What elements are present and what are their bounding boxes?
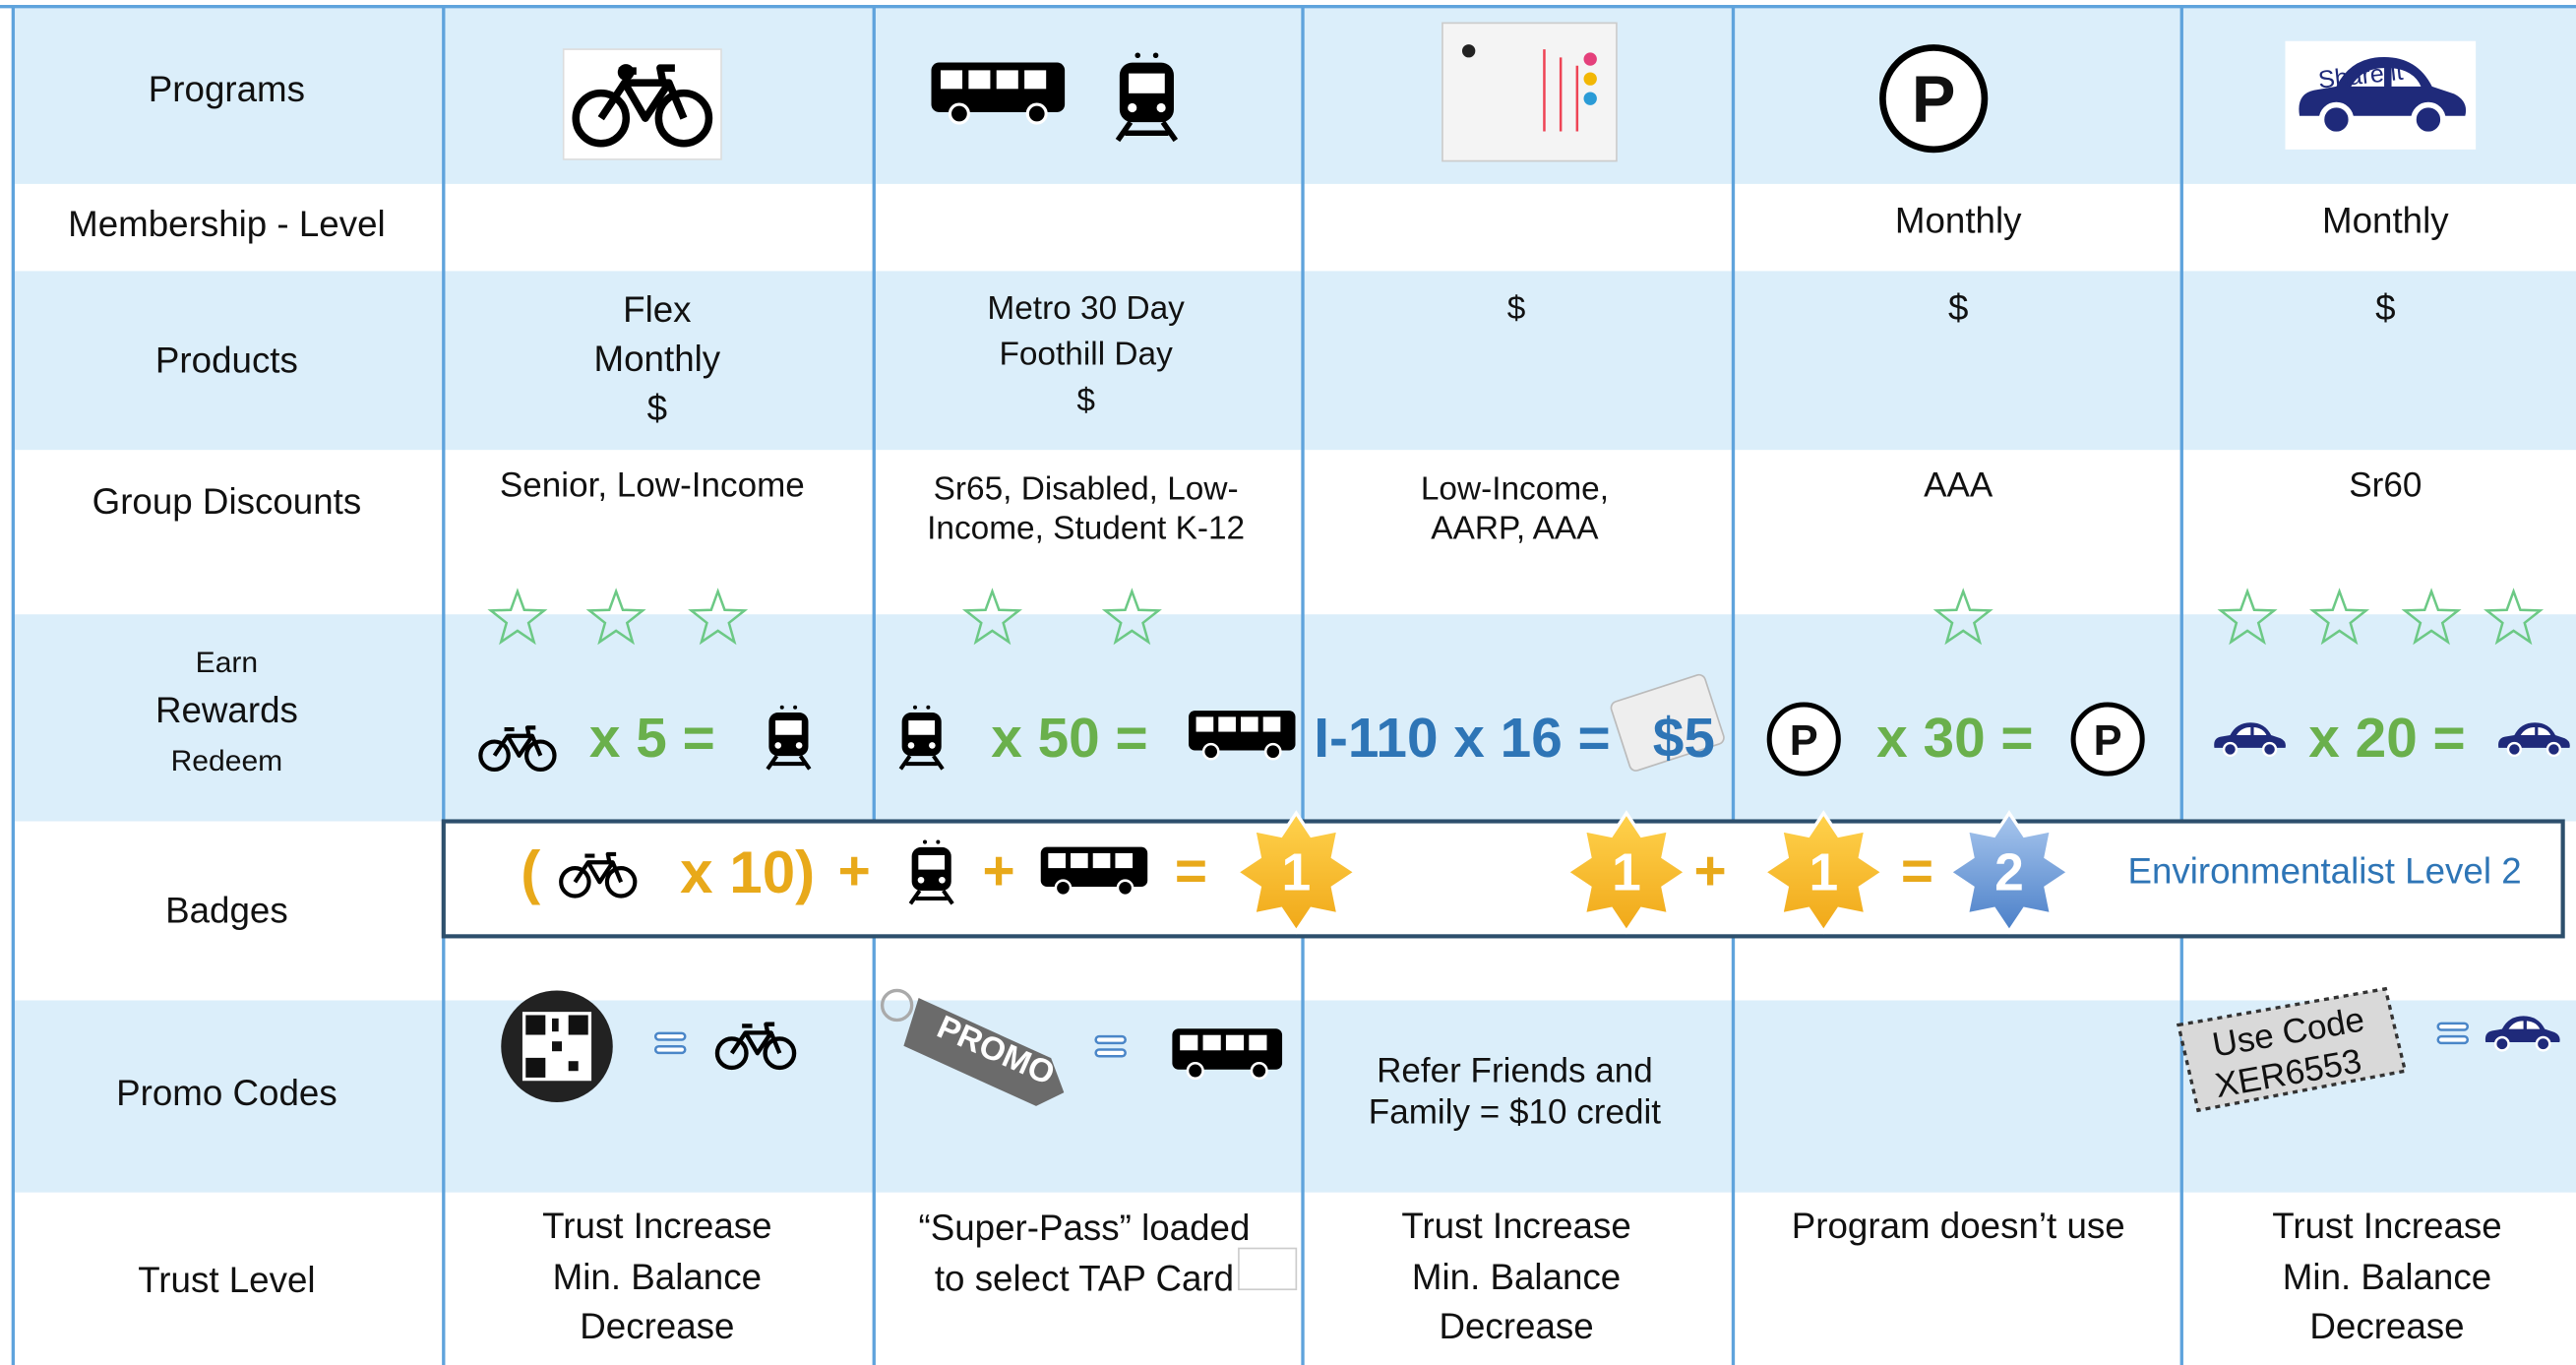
parking-symbol: P — [2093, 714, 2122, 765]
reward-star — [2401, 588, 2462, 646]
cell-text: 2 — [1994, 841, 2024, 901]
cell-text: $ — [1947, 286, 1969, 329]
row-label: Products — [154, 340, 298, 381]
cell-text: $ — [646, 387, 668, 429]
cell-text: = — [1174, 839, 1208, 903]
cell-text: Program doesn’t use — [1791, 1205, 2125, 1247]
reward-star — [1932, 588, 1993, 646]
cell-text: x 5 = — [588, 707, 715, 771]
cell-text: 1 — [1809, 841, 1839, 901]
cell-text: Decrease — [580, 1305, 735, 1347]
cell-text: 1 — [1281, 841, 1312, 901]
cell-text: + — [1693, 839, 1727, 903]
cell-text: x 10) — [680, 838, 816, 906]
cell-text: $ — [1076, 382, 1095, 419]
cell-text: Min. Balance — [2282, 1256, 2492, 1298]
row-label: Redeem — [170, 744, 283, 777]
cell-text: Flex — [623, 288, 692, 331]
reward-star — [585, 588, 646, 646]
cell-text: x 50 = — [991, 707, 1148, 771]
cell-text: Foothill Day — [999, 337, 1173, 373]
cell-text: ( — [521, 838, 541, 906]
cell-text: + — [837, 839, 871, 903]
row-label: Group Discounts — [92, 480, 362, 523]
parking-symbol: P — [1789, 714, 1818, 765]
cell-text: x 20 = — [2308, 707, 2466, 771]
cell-text: $ — [1506, 290, 1526, 328]
cell-text: + — [982, 839, 1015, 903]
cell-text: Refer Friends and Family = $10 credit — [1368, 1052, 1662, 1132]
cell-text: Environmentalist Level 2 — [2127, 850, 2522, 892]
badge-star — [1234, 810, 1359, 935]
reward-star — [961, 588, 1022, 646]
cell-text: Decrease — [2309, 1305, 2465, 1347]
row-label: Membership - Level — [68, 203, 386, 245]
badge-star — [1564, 810, 1689, 935]
reward-star — [1101, 588, 1162, 646]
cell-text: $5 — [1652, 707, 1715, 771]
cell-text: x 30 = — [1876, 707, 2034, 771]
cell-text: Monthly — [593, 338, 721, 380]
cell-text: “Super-Pass” loaded — [918, 1207, 1251, 1249]
cell-text: = — [1900, 839, 1934, 903]
cell-text: 1 — [1612, 841, 1641, 901]
cell-text: I-110 x 16 = — [1314, 707, 1611, 771]
reward-star — [2309, 588, 2370, 646]
reward-star — [688, 588, 749, 646]
row-label: Trust Level — [138, 1259, 316, 1301]
reward-star — [2217, 588, 2278, 646]
cell-text: Trust Increase — [542, 1205, 772, 1247]
cell-text: Low-Income, AARP, AAA — [1420, 471, 1609, 547]
cell-text: Min. Balance — [1411, 1256, 1622, 1298]
cell-text: Sr65, Disabled, Low-Income, Student K-12 — [927, 471, 1246, 547]
cell-text: Min. Balance — [552, 1256, 763, 1298]
cell-text: $ — [2375, 286, 2396, 329]
cell-text: Decrease — [1439, 1305, 1594, 1347]
cell-text: Monthly — [1894, 200, 2022, 242]
row-label: Promo Codes — [116, 1072, 337, 1114]
cell-text: Metro 30 Day — [987, 290, 1185, 328]
reward-star — [2484, 588, 2545, 646]
parking-symbol: P — [1911, 64, 1956, 137]
cell-text: Trust Increase — [1401, 1205, 1631, 1247]
row-label: Rewards — [154, 689, 298, 731]
cell-text: AAA — [1924, 466, 1993, 506]
cell-text: Sr60 — [2349, 466, 2423, 506]
cell-text: Senior, Low-Income — [499, 466, 805, 506]
reward-star — [487, 588, 548, 646]
cell-text: to select TAP Card — [934, 1258, 1235, 1299]
row-label: Badges — [165, 890, 288, 932]
cell-text: Monthly — [2321, 200, 2449, 242]
row-label: Earn — [195, 646, 259, 679]
cell-text: Trust Increase — [2272, 1205, 2502, 1247]
badge-star — [1761, 810, 1886, 935]
badge-star — [1946, 810, 2072, 935]
row-label: Programs — [148, 68, 306, 110]
